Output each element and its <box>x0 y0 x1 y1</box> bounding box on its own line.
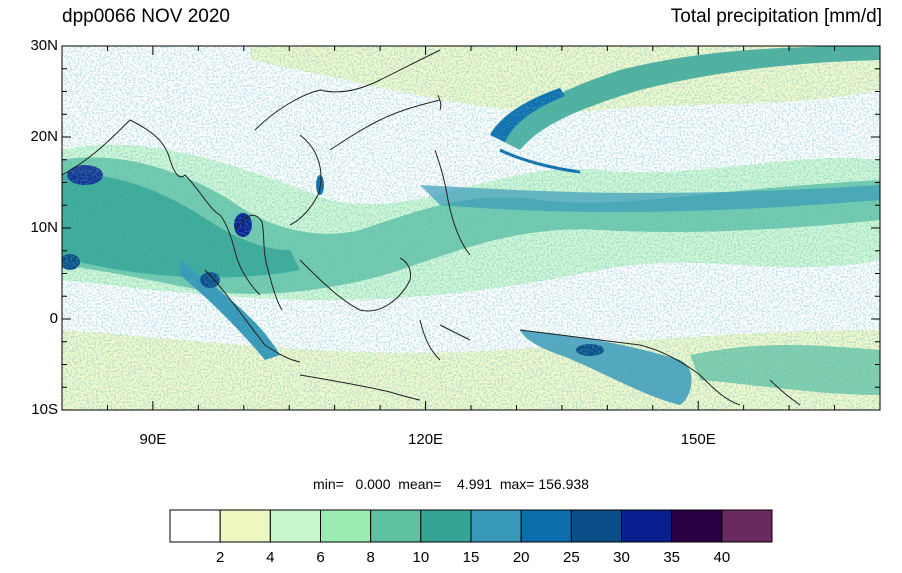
colorbar-label: 40 <box>713 549 731 566</box>
precip-field <box>62 46 880 410</box>
colorbar <box>169 509 773 543</box>
colorbar-label: 4 <box>266 549 275 566</box>
colorbar-label: 25 <box>562 549 580 566</box>
colorbar-label: 10 <box>412 549 430 566</box>
axis-ticks <box>61 45 881 411</box>
colorbar-swatch <box>721 509 773 543</box>
lon-label: 150E <box>680 431 716 448</box>
colorbar-swatch <box>470 509 522 543</box>
colorbar-label: 35 <box>663 549 680 566</box>
colorbar-label: 15 <box>462 549 480 566</box>
lon-label: 90E <box>139 431 167 448</box>
colorbar-label: 6 <box>316 549 325 566</box>
colorbar-label: 20 <box>512 549 530 566</box>
colorbar-swatch <box>570 509 622 543</box>
lon-label: 120E <box>408 431 444 448</box>
colorbar-swatch <box>621 509 673 543</box>
lat-label: 0 <box>49 310 58 327</box>
colorbar-swatch <box>219 509 271 543</box>
lat-label: 10N <box>30 219 58 236</box>
lat-label: 20N <box>30 128 58 145</box>
colorbar-label: 2 <box>215 549 225 566</box>
lat-label: 10S <box>31 401 58 418</box>
colorbar-swatch <box>370 509 422 543</box>
stats-line: min= 0.000 mean= 4.991 max= 156.938 <box>313 476 589 492</box>
variable-title: Total precipitation [mm/d] <box>670 6 882 27</box>
coastlines <box>62 49 801 406</box>
colorbar-swatch <box>269 509 322 543</box>
colorbar-swatch <box>320 509 372 543</box>
lat-label: 30N <box>30 37 58 54</box>
colorbar-label: 30 <box>613 549 630 566</box>
colorbar-swatch <box>671 509 723 543</box>
colorbar-swatch <box>520 509 572 543</box>
map-title: dpp0066 NOV 2020 <box>62 6 230 27</box>
colorbar-swatch <box>169 509 221 543</box>
colorbar-label: 8 <box>366 549 375 566</box>
colorbar-swatch <box>420 509 472 543</box>
